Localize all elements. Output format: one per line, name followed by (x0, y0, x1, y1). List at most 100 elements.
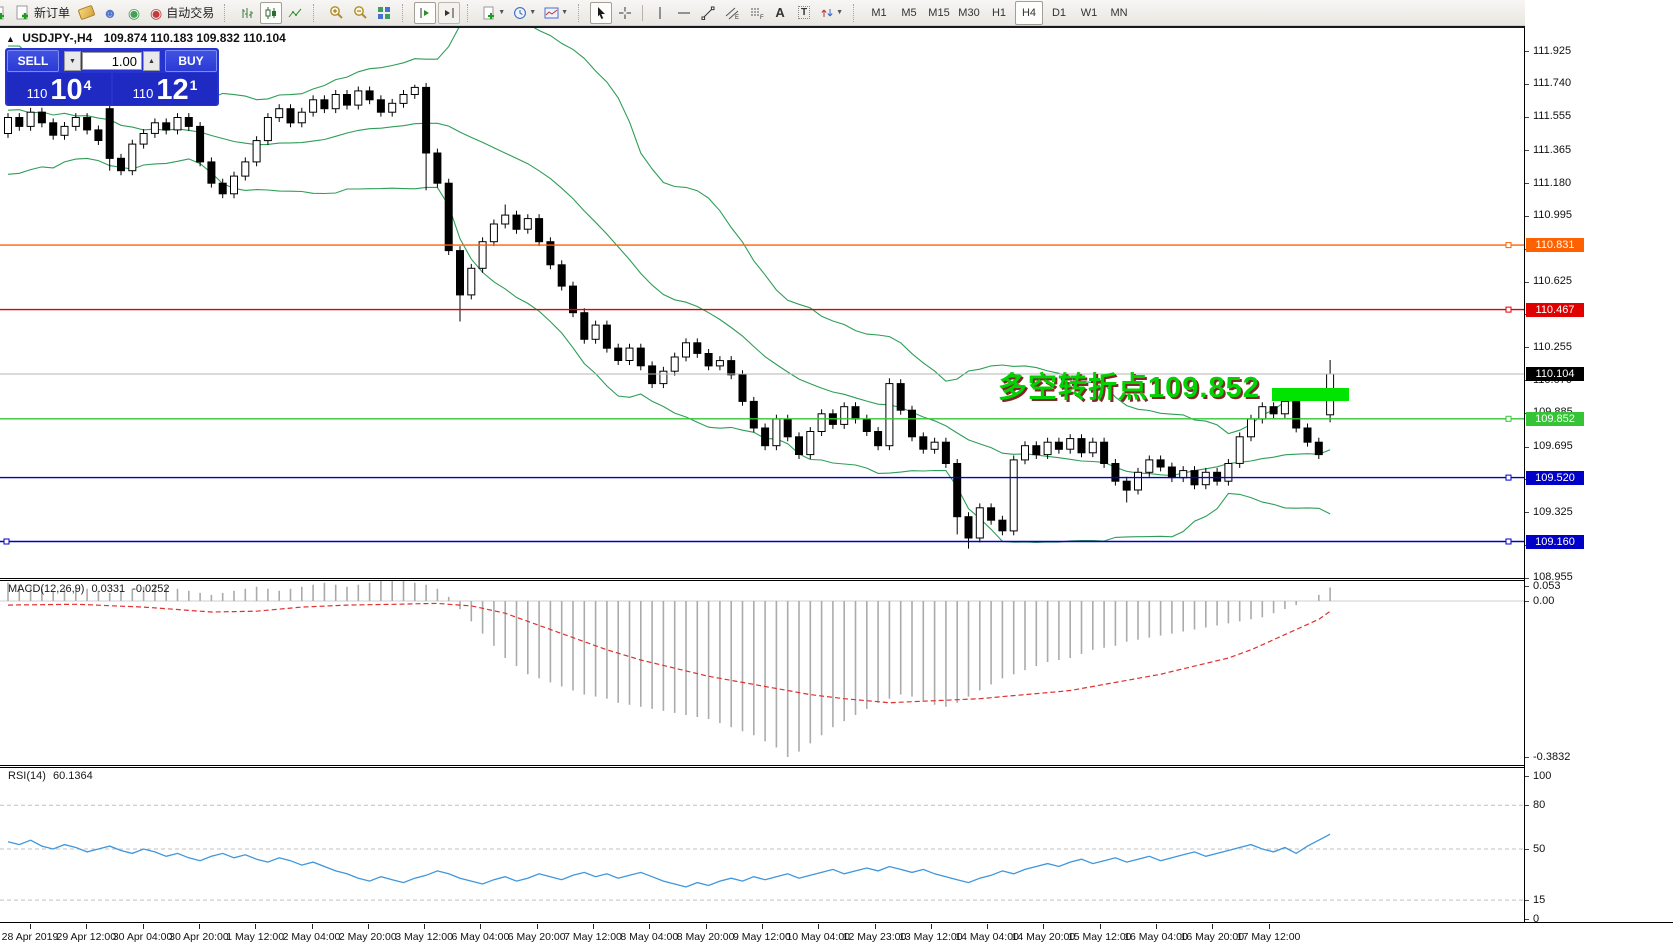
zoom-in-button[interactable] (325, 2, 347, 24)
trendline-button[interactable] (697, 2, 719, 24)
toolbar-grip (313, 3, 319, 22)
line-handle[interactable] (1505, 474, 1512, 481)
candle-body (851, 406, 860, 420)
auto-trading-button[interactable]: ◉ 自动交易 (147, 2, 217, 24)
zoom-out-button[interactable] (349, 2, 371, 24)
line-handle[interactable] (3, 538, 10, 545)
timeframe-M15[interactable]: M15 (928, 6, 950, 19)
line-handle[interactable] (1505, 538, 1512, 545)
buy-price[interactable]: 110 12 1 (113, 73, 217, 105)
equidistant-channel-button[interactable]: E (721, 2, 743, 24)
main-chart-area[interactable] (0, 28, 1524, 578)
rsi-pane[interactable] (0, 768, 1524, 922)
highlight-rectangle[interactable] (1272, 388, 1349, 401)
axis-tick (1525, 586, 1529, 587)
buy-price-big: 12 (156, 74, 189, 106)
line-chart-button[interactable] (284, 2, 306, 24)
candle-body (670, 356, 679, 372)
rsi-value: 60.1364 (52, 770, 93, 782)
line-handle[interactable] (1505, 242, 1512, 249)
buy-button[interactable]: BUY (165, 50, 217, 72)
chevron-down-icon: ▼ (498, 9, 506, 16)
eraser-button[interactable] (75, 2, 97, 24)
candle-body (275, 108, 284, 119)
cursor-button[interactable] (590, 1, 613, 24)
sell-button[interactable]: SELL (7, 50, 59, 72)
macd-axis-label: -0.3832 (1533, 750, 1571, 763)
timeframe-M5[interactable]: M5 (901, 6, 917, 19)
text-label-button[interactable]: T (793, 2, 815, 24)
clock-icon (514, 6, 527, 19)
new-order-button[interactable]: 新订单 (12, 2, 73, 24)
profile-button[interactable]: ☻ (99, 2, 121, 24)
date-axis[interactable]: 28 Apr 2019 29 Apr 12:00 30 Apr 04:00 30 Ap… (0, 922, 1673, 949)
periods-button[interactable]: ▼ (510, 2, 539, 24)
candle-body (636, 347, 645, 367)
axis-tick (1525, 51, 1529, 52)
profile-icon: ☻ (102, 4, 118, 21)
crosshair-button[interactable] (614, 2, 636, 24)
candle-body (1303, 427, 1312, 443)
date-tick (536, 924, 538, 929)
tile-windows-button[interactable] (373, 2, 395, 24)
candle-body (1043, 441, 1052, 456)
date-label: 28 Apr 2019 (1, 931, 59, 943)
macd-pane[interactable] (0, 581, 1524, 765)
price-level-tag: 110.467 (1526, 302, 1584, 317)
auto-scroll-button[interactable] (414, 1, 437, 24)
add-indicator-button[interactable]: ▼ (479, 2, 508, 24)
candle-body (523, 218, 532, 230)
candle-body (1280, 400, 1289, 415)
candle-body (1156, 459, 1165, 468)
text-button[interactable]: A (769, 2, 791, 24)
timeframe-H4[interactable]: H4 (1015, 0, 1043, 25)
templates-button[interactable]: ▼ (541, 2, 571, 24)
line-handle[interactable] (1505, 306, 1512, 313)
timeframe-MN[interactable]: MN (1110, 6, 1128, 19)
horizontal-line-button[interactable] (673, 2, 695, 24)
trendline-icon (701, 6, 715, 20)
broadcast-button[interactable]: ◉ (123, 2, 145, 24)
vertical-line-button[interactable] (649, 2, 671, 24)
date-label: 2 May 04:00 (282, 931, 341, 943)
fibonacci-button[interactable]: F (745, 2, 767, 24)
price-level-tag: 109.852 (1526, 411, 1584, 426)
date-tick (1099, 924, 1101, 929)
candlestick-chart-button[interactable] (260, 1, 283, 24)
sell-price[interactable]: 110 10 4 (7, 73, 111, 105)
timeframe-M30[interactable]: M30 (958, 6, 980, 19)
timeframe-H1[interactable]: H1 (991, 6, 1007, 19)
candle-body (1145, 459, 1154, 473)
volume-input[interactable] (82, 52, 142, 70)
zoom-out-icon (353, 6, 367, 19)
equidistant-channel-icon: E (725, 7, 739, 20)
axis-tick-label: 111.555 (1533, 110, 1572, 123)
tile-windows-icon (378, 6, 391, 19)
timeframe-M1[interactable]: M1 (871, 6, 887, 19)
pane-separator[interactable] (0, 765, 1673, 768)
bar-chart-button[interactable] (236, 2, 258, 24)
bar-chart-icon (242, 7, 254, 18)
volume-decrease-button[interactable]: ▼ (64, 51, 81, 71)
candle-body (60, 125, 69, 136)
arrows-button[interactable]: ▼ (817, 2, 846, 24)
date-label: 7 May 12:00 (564, 931, 622, 943)
axis-tick (1525, 805, 1529, 806)
price-level-tag: 109.520 (1526, 470, 1584, 485)
pane-separator[interactable] (0, 578, 1673, 581)
toolbar: 新订单 ☻ ◉ ◉ 自动交易 (0, 0, 1673, 26)
candle-body (456, 250, 464, 296)
line-handle[interactable] (1505, 415, 1512, 422)
timeframe-W1[interactable]: W1 (1080, 6, 1098, 19)
candle-body (320, 99, 329, 110)
volume-increase-button[interactable]: ▲ (143, 51, 160, 71)
candle-body (625, 347, 634, 362)
toolbar-grip (467, 3, 473, 22)
candle-body (591, 324, 600, 340)
collapse-triangle-icon: ▲ (6, 34, 15, 44)
eraser-icon (77, 4, 95, 21)
chart-shift-button[interactable] (438, 1, 461, 24)
timeframe-D1[interactable]: D1 (1051, 6, 1067, 19)
date-tick (930, 924, 932, 929)
price-axis[interactable]: 111.925 111.740 111.555 111.365 111.180 110.9… (1525, 0, 1673, 949)
